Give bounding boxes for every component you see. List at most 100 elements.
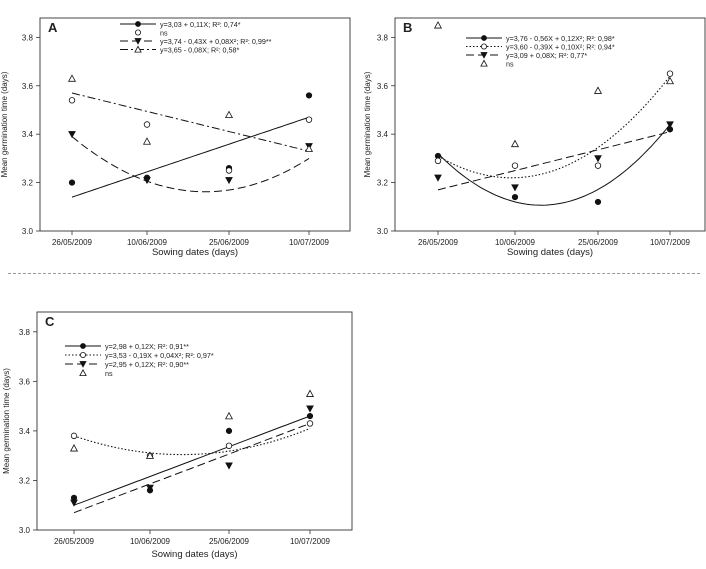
data-point-series-1 [511, 194, 519, 201]
data-point-series-4 [665, 76, 675, 85]
legend-label: y=3,76 - 0,56X + 0,12X²; R²: 0,98* [506, 34, 615, 43]
y-tick-label: 3.6 [22, 82, 34, 91]
fit-line-series-2 [73, 427, 311, 456]
y-axis-label: Mean germination time (days) [363, 71, 372, 177]
fit-line-series-4 [71, 92, 310, 152]
data-point-series-3 [666, 121, 674, 129]
y-tick-label: 3.4 [377, 130, 389, 139]
legend-label: ns [160, 29, 168, 38]
fit-line-series-1 [73, 415, 311, 506]
legend-marker [135, 21, 141, 27]
data-point-series-4 [510, 139, 520, 148]
x-tick-label: 25/06/2009 [209, 537, 250, 546]
x-axis-label: Sowing dates (days) [151, 549, 237, 560]
data-point-series-3 [146, 484, 154, 492]
y-tick-label: 3.8 [19, 328, 31, 337]
y-axis-label: Mean germination time (days) [0, 71, 9, 177]
x-tick-label: 26/05/2009 [54, 537, 95, 546]
data-point-series-2 [666, 70, 674, 77]
legend-label: y=3,53 - 0,19X + 0,04X²; R²: 0,97* [105, 351, 214, 360]
x-axis-label: Sowing dates (days) [152, 247, 238, 258]
chart-panel-B: B 3.0 3.2 3.4 3.6 3.8 26/05/2009 10/06/2009 25/0… [363, 17, 706, 258]
data-point-series-2 [594, 162, 602, 169]
data-point-series-3 [143, 177, 151, 185]
y-tick-label: 3.8 [22, 33, 34, 42]
x-tick-label: 26/05/2009 [52, 238, 93, 247]
data-point-series-1 [68, 179, 76, 186]
data-point-series-2 [305, 116, 313, 123]
data-point-series-2 [511, 162, 519, 169]
data-point-series-4 [67, 74, 77, 82]
legend-marker [134, 45, 142, 53]
fit-line-series-1 [71, 116, 310, 198]
y-tick-label: 3.4 [22, 130, 34, 139]
y-axis-label: Mean germination time (days) [2, 368, 11, 474]
legend-marker [134, 38, 142, 45]
legend-label: y=3,09 + 0,08X; R²: 0,77* [506, 51, 587, 60]
panel-label: C [45, 314, 55, 329]
data-point-series-1 [594, 198, 602, 206]
data-point-series-4 [224, 411, 234, 420]
fit-line-series-1 [437, 124, 671, 206]
y-tick-label: 3.4 [19, 427, 31, 436]
data-point-series-4 [304, 144, 314, 152]
data-point-series-2 [225, 442, 233, 449]
x-tick-label: 10/06/2009 [130, 537, 171, 546]
x-tick-label: 10/06/2009 [495, 238, 536, 247]
y-tick-label: 3.6 [19, 377, 31, 386]
plot-frame [36, 311, 353, 531]
data-point-series-2 [306, 420, 314, 427]
data-point-series-3 [70, 499, 78, 507]
legend-label: ns [105, 369, 113, 378]
data-point-series-4 [224, 110, 234, 119]
legend-marker [80, 351, 87, 358]
legend-marker [481, 35, 487, 41]
data-point-series-1 [306, 412, 314, 420]
x-tick-label: 25/06/2009 [578, 238, 619, 247]
fit-line-series-3 [437, 131, 671, 191]
legend-label: y=3,03 + 0,11X; R²: 0,74* [160, 20, 241, 29]
data-point-series-4 [305, 389, 315, 397]
y-tick-label: 3.2 [377, 179, 389, 188]
data-point-series-3 [434, 174, 442, 182]
legend-label: y=3,65 - 0,08X; R²: 0,58* [160, 46, 240, 55]
legend-marker [79, 361, 87, 368]
y-tick-label: 3.0 [19, 526, 31, 535]
y-tick-label: 3.2 [22, 179, 34, 188]
data-point-series-2 [225, 167, 233, 174]
panel-label: A [48, 20, 58, 35]
plot-frame [39, 17, 351, 232]
data-point-series-2 [68, 97, 76, 104]
data-point-series-3 [225, 462, 233, 470]
panel-separator [8, 273, 700, 274]
x-tick-label: 10/07/2009 [289, 238, 330, 247]
fit-line-series-3 [73, 423, 311, 514]
fit-line-series-2 [437, 75, 671, 179]
y-tick-label: 3.2 [19, 476, 31, 485]
data-point-series-4 [593, 86, 603, 94]
legend-label: y=3,74 - 0,43X + 0,08X²; R²: 0,99** [160, 37, 272, 46]
x-tick-label: 25/06/2009 [209, 238, 250, 247]
x-tick-label: 26/05/2009 [418, 238, 459, 247]
legend-marker [80, 343, 86, 349]
y-tick-label: 3.0 [22, 227, 34, 236]
legend-marker [134, 29, 141, 36]
data-point-series-4 [145, 451, 155, 459]
x-tick-label: 10/06/2009 [127, 238, 168, 247]
legend-label: y=2,95 + 0,12X; R²: 0,90** [105, 360, 189, 369]
legend-label: y=3,60 - 0,39X + 0,10X²; R²: 0,94* [506, 43, 615, 52]
data-point-series-3 [594, 155, 602, 163]
data-point-series-3 [306, 405, 314, 413]
legend-marker [79, 369, 87, 377]
data-point-series-1 [225, 427, 233, 435]
legend-marker [480, 43, 487, 50]
data-point-series-1 [305, 92, 313, 99]
x-axis-label: Sowing dates (days) [507, 247, 593, 258]
data-point-series-4 [433, 21, 443, 29]
plot-frame [394, 17, 706, 232]
chart-panel-A: A 3.0 3.2 3.4 3.6 3.8 26/05/2009 10/06/2009 25/0… [0, 17, 351, 258]
legend-label: y=2,98 + 0,12X; R²: 0,91** [105, 342, 189, 351]
x-tick-label: 10/07/2009 [650, 238, 691, 247]
y-tick-label: 3.8 [377, 33, 389, 42]
